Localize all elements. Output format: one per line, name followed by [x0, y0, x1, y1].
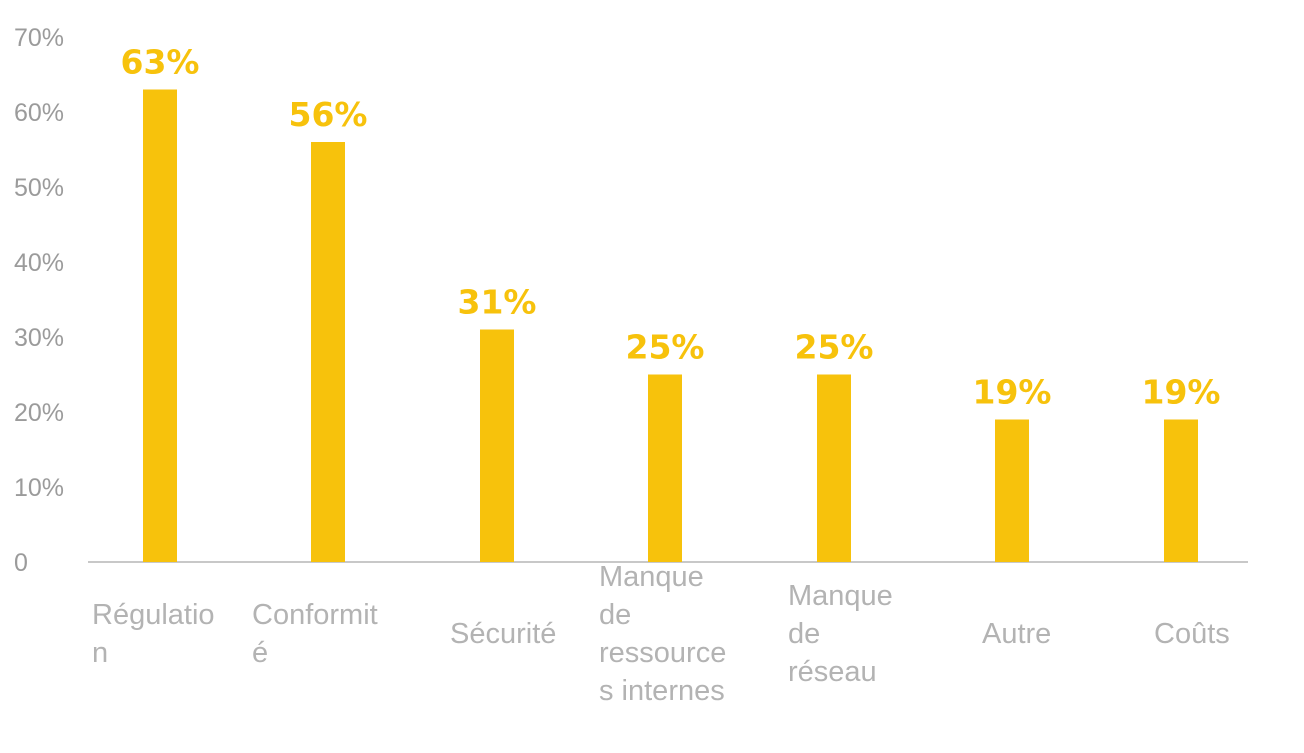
bar	[648, 374, 682, 562]
x-category-label: Manque	[788, 580, 893, 612]
y-tick-label: 10%	[14, 474, 64, 502]
x-category-label: Coûts	[1154, 618, 1230, 650]
bar	[817, 374, 851, 562]
bar-value-label: 19%	[973, 373, 1052, 412]
bar-value-label: 56%	[289, 95, 368, 134]
value-labels: 63% 56% 31% 25% 25% 19% 19%	[121, 43, 1221, 412]
y-tick-label: 40%	[14, 249, 64, 277]
x-category-label: de	[788, 618, 820, 650]
bar	[143, 89, 177, 562]
y-axis: 0 10% 20% 30% 40% 50% 60% 70%	[14, 24, 64, 577]
y-tick-label: 70%	[14, 24, 64, 52]
bar	[480, 329, 514, 562]
bar-value-label: 63%	[121, 43, 200, 82]
x-category-label: Manque	[599, 561, 704, 593]
x-category-label: Conformit	[252, 599, 378, 631]
bars	[143, 89, 1198, 562]
x-category-label: é	[252, 637, 268, 669]
x-category-label: s internes	[599, 675, 725, 707]
x-category-label: de	[599, 599, 631, 631]
bar	[311, 142, 345, 562]
x-category-label: Sécurité	[450, 618, 556, 650]
bar	[1164, 419, 1198, 562]
x-category-label: ressource	[599, 637, 726, 669]
x-category-label: n	[92, 637, 108, 669]
x-category-label: Régulatio	[92, 599, 215, 631]
y-tick-label: 50%	[14, 174, 64, 202]
bar-value-label: 19%	[1142, 373, 1221, 412]
y-tick-label: 30%	[14, 324, 64, 352]
bar	[995, 419, 1029, 562]
x-category-label: Autre	[982, 618, 1051, 650]
x-category-label: réseau	[788, 656, 877, 688]
category-labels: Régulatio n Conformit é Sécurité Manque de ress…	[92, 561, 1230, 707]
y-tick-label: 60%	[14, 99, 64, 127]
bar-value-label: 31%	[458, 283, 537, 322]
bar-value-label: 25%	[626, 328, 705, 367]
y-tick-label: 20%	[14, 399, 64, 427]
bar-value-label: 25%	[795, 328, 874, 367]
y-tick-label: 0	[14, 549, 28, 577]
